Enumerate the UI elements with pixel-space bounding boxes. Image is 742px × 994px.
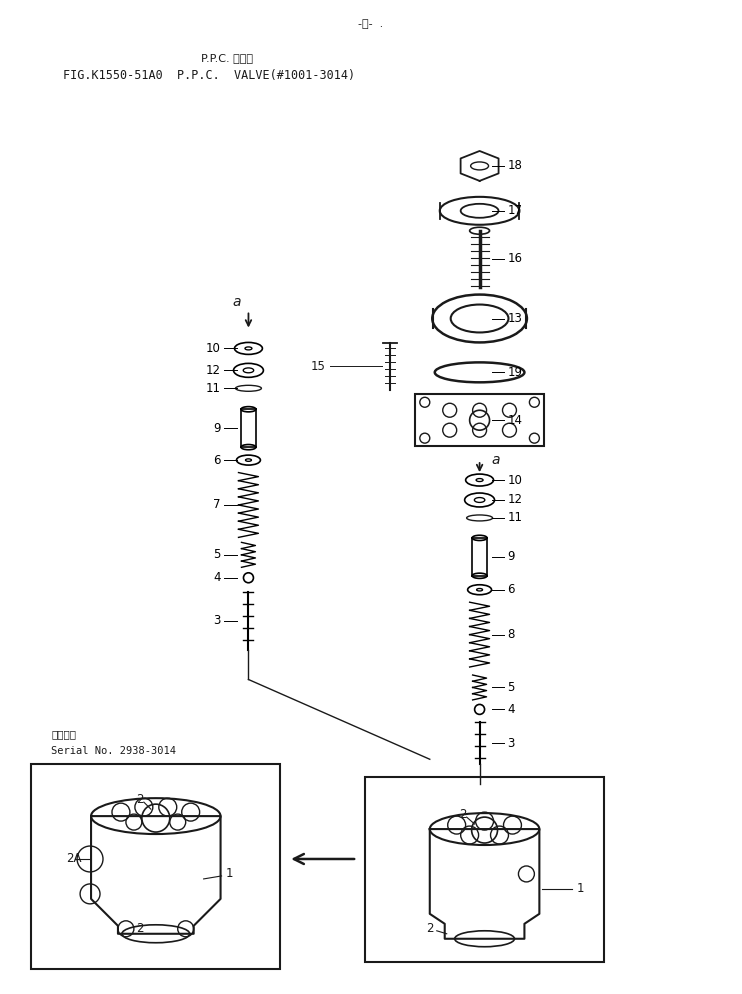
Text: 6: 6 — [508, 583, 515, 596]
Text: 19: 19 — [508, 366, 522, 379]
Text: 14: 14 — [508, 414, 522, 426]
Text: FIG.K1550-51A0  P.P.C.  VALVE(#1001-3014): FIG.K1550-51A0 P.P.C. VALVE(#1001-3014) — [63, 70, 355, 83]
Text: 10: 10 — [508, 473, 522, 486]
Bar — [365, 777, 604, 962]
Text: 2: 2 — [459, 807, 467, 821]
Text: Serial No. 2938-3014: Serial No. 2938-3014 — [51, 746, 176, 756]
Text: 1: 1 — [577, 883, 584, 896]
Text: 適用号機: 適用号機 — [51, 730, 76, 740]
Text: a: a — [232, 294, 240, 308]
Text: 11: 11 — [508, 512, 522, 525]
Text: 2: 2 — [426, 922, 433, 935]
Text: 9: 9 — [213, 421, 220, 434]
Text: -ー-  .: -ー- . — [358, 19, 384, 30]
Text: 2A: 2A — [66, 853, 82, 866]
Text: 1: 1 — [226, 868, 233, 881]
Text: 7: 7 — [213, 498, 220, 512]
Text: 15: 15 — [310, 360, 325, 373]
Text: 8: 8 — [508, 628, 515, 641]
Bar — [31, 764, 280, 969]
Text: a: a — [491, 453, 500, 467]
Text: 16: 16 — [508, 252, 522, 265]
Text: 13: 13 — [508, 312, 522, 325]
Text: 12: 12 — [508, 493, 522, 507]
Text: 3: 3 — [508, 737, 515, 749]
Text: 4: 4 — [508, 703, 515, 716]
Text: 2: 2 — [136, 792, 144, 806]
Text: 5: 5 — [213, 549, 220, 562]
Text: 4: 4 — [213, 572, 220, 584]
Text: 2: 2 — [136, 922, 144, 935]
Circle shape — [243, 573, 254, 582]
Text: 17: 17 — [508, 205, 522, 218]
Text: P.P.C. バルブ: P.P.C. バルブ — [200, 54, 252, 64]
Text: 18: 18 — [508, 159, 522, 172]
Text: 11: 11 — [206, 382, 220, 395]
Bar — [415, 395, 545, 446]
Text: 5: 5 — [508, 681, 515, 694]
Circle shape — [475, 705, 485, 715]
Text: 3: 3 — [213, 614, 220, 627]
Text: 10: 10 — [206, 342, 220, 355]
Text: 6: 6 — [213, 453, 220, 466]
Text: 12: 12 — [206, 364, 220, 377]
Text: 9: 9 — [508, 551, 515, 564]
